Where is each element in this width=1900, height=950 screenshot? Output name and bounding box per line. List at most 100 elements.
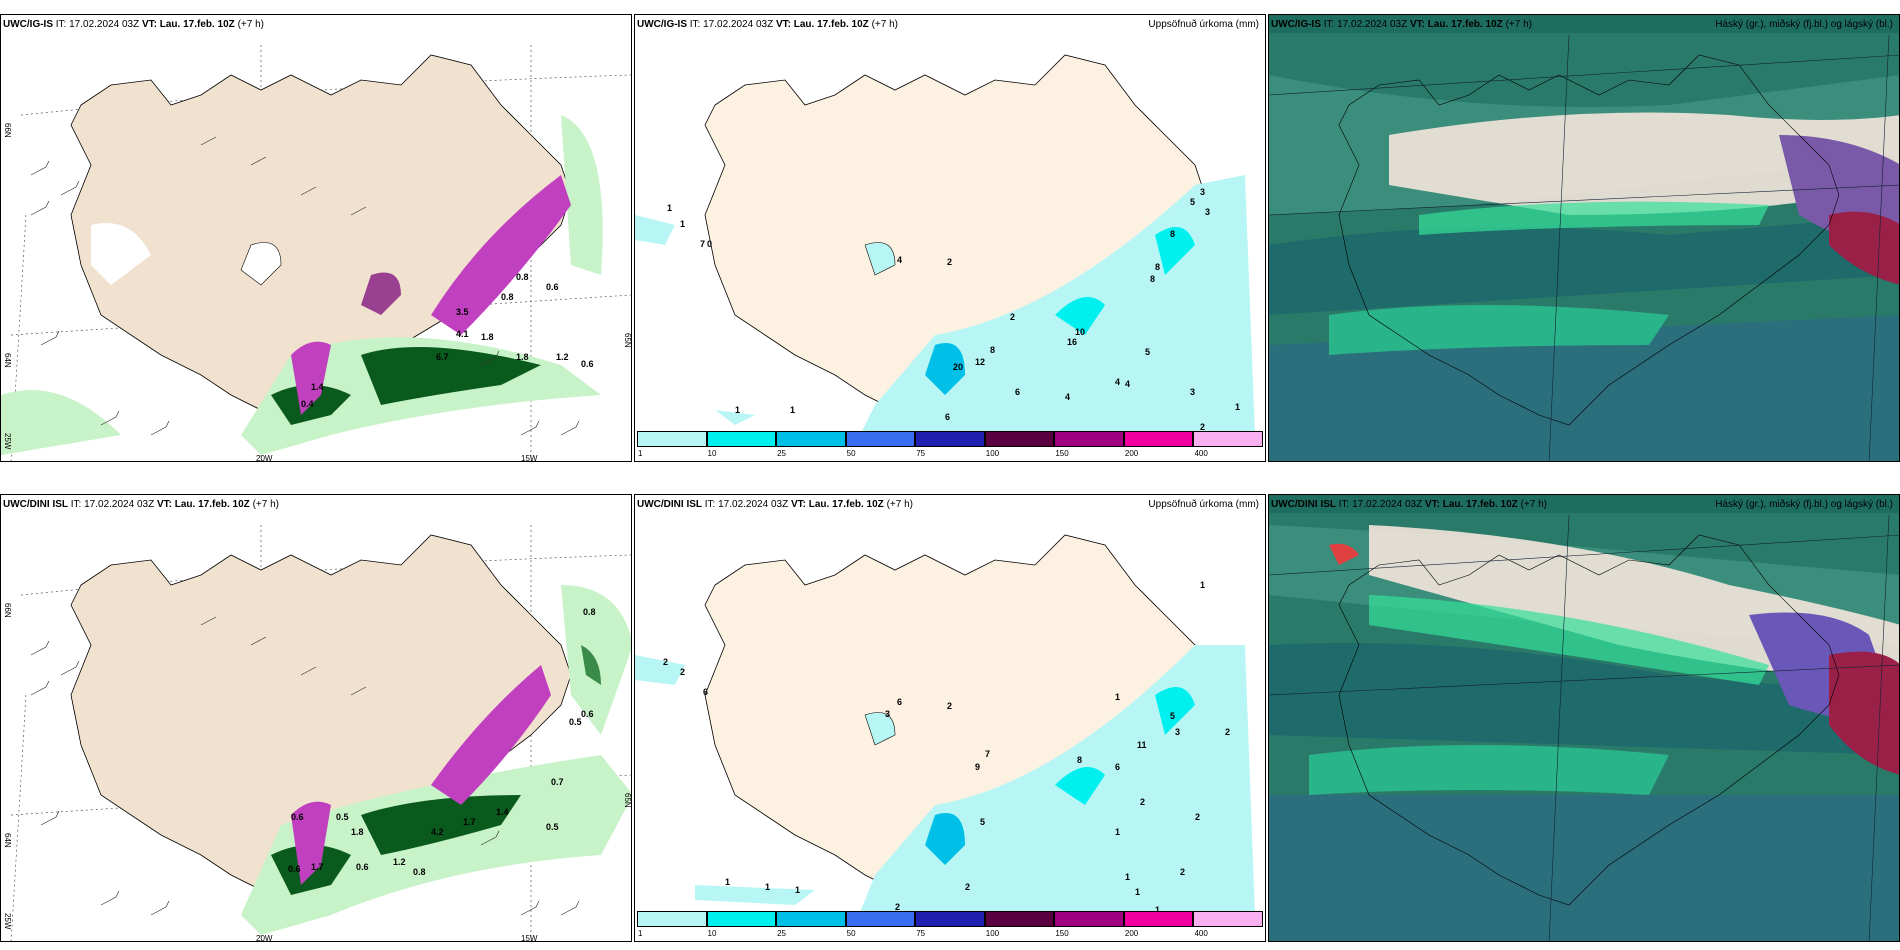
lat-label: 66N bbox=[3, 603, 12, 618]
value-label: 8 bbox=[1170, 229, 1175, 239]
value-label: 1 bbox=[1115, 827, 1120, 837]
precip-value-labels: 2 2 6 3 6 2 1 1 1 7 9 5 2 2 8 6 1 11 5 3… bbox=[663, 580, 1230, 915]
colorbar-tick: 200 bbox=[1124, 449, 1139, 458]
it-value: 17.02.2024 03Z bbox=[69, 19, 140, 30]
value-label: 11 bbox=[1137, 740, 1147, 750]
lon-label: 20W bbox=[256, 454, 273, 462]
value-label: 1 bbox=[667, 203, 672, 213]
model-name: UWC/IG-IS bbox=[3, 19, 53, 30]
colorbar-swatch bbox=[915, 911, 985, 927]
value-label: 1.4 bbox=[496, 807, 509, 817]
value-label: 2 bbox=[1225, 727, 1230, 737]
value-label: 2 bbox=[680, 667, 685, 677]
colorbar-tick: 400 bbox=[1194, 929, 1208, 938]
lead-time: (+7 h) bbox=[252, 499, 279, 510]
panel-header: UWC/DINI ISL IT: 17.02.2024 03Z VT: Lau.… bbox=[1271, 499, 1547, 510]
it-value: 17.02.2024 03Z bbox=[84, 499, 155, 510]
wind-precip-map: 0.8 0.6 0.5 0.7 0.5 1.4 1.7 4.2 0.8 1.2 … bbox=[3, 525, 631, 941]
panel-wind-precip-top: UWC/IG-IS IT: 17.02.2024 03Z VT: Lau. 17… bbox=[0, 14, 632, 462]
value-label: 1.7 bbox=[463, 817, 476, 827]
value-label: 3 bbox=[1190, 387, 1195, 397]
value-label: 5 bbox=[1190, 197, 1195, 207]
value-label: 8 bbox=[1150, 274, 1155, 284]
value-label: 2 bbox=[1200, 422, 1205, 432]
value-label: 2 bbox=[965, 882, 970, 892]
panel-header: UWC/DINI ISL IT: 17.02.2024 03Z VT: Lau.… bbox=[3, 499, 279, 510]
precip-value-labels: 0.8 0.6 0.5 0.7 0.5 1.4 1.7 4.2 0.8 1.2 … bbox=[288, 607, 596, 877]
panel-header: UWC/DINI ISL IT: 17.02.2024 03Z VT: Lau.… bbox=[637, 499, 913, 510]
it-value: 17.02.2024 03Z bbox=[1352, 499, 1423, 510]
model-name: UWC/DINI ISL bbox=[1271, 499, 1336, 510]
value-label: 20 bbox=[953, 362, 963, 372]
precip-value-labels: 0.4 1.4 4.1 1.8 1.8 1.2 0.6 6.7 3.5 0.8 … bbox=[301, 272, 594, 409]
value-label: 1 bbox=[1135, 887, 1140, 897]
colorbar-tick: 50 bbox=[846, 449, 856, 458]
value-label: 0.8 bbox=[501, 292, 514, 302]
value-label: 2 bbox=[1140, 797, 1145, 807]
lat-label: 64N bbox=[3, 833, 12, 848]
colorbar-swatch bbox=[706, 911, 777, 927]
it-value: 17.02.2024 03Z bbox=[718, 499, 789, 510]
value-label: 2 bbox=[895, 902, 900, 912]
vt-value: Lau. 17.feb. 10Z bbox=[174, 499, 250, 510]
value-label: 3 bbox=[1200, 187, 1205, 197]
value-label: 0.8 bbox=[516, 272, 529, 282]
colorbar-swatch bbox=[776, 431, 846, 447]
value-label: 1 bbox=[1115, 692, 1120, 702]
value-label: 1 bbox=[795, 885, 800, 895]
colorbar-swatch bbox=[915, 431, 985, 447]
panel-header: UWC/IG-IS IT: 17.02.2024 03Z VT: Lau. 17… bbox=[1271, 19, 1532, 30]
value-label: 0.6 bbox=[581, 709, 594, 719]
colorbar-tick: 25 bbox=[777, 449, 787, 458]
value-label: 10 bbox=[1075, 327, 1085, 337]
value-label: 5 bbox=[980, 817, 985, 827]
colorbar-tick: 200 bbox=[1124, 929, 1139, 938]
graticule-labels: 66N 64N 25W 20W 15W 65N bbox=[3, 603, 631, 941]
colorbar-tick: 100 bbox=[985, 929, 1000, 938]
panel-header: UWC/IG-IS IT: 17.02.2024 03Z VT: Lau. 17… bbox=[3, 19, 264, 30]
colorbar-swatch bbox=[776, 911, 846, 927]
value-label: 6.7 bbox=[436, 352, 449, 362]
colorbar-swatch bbox=[1054, 431, 1124, 447]
value-label: 0.6 bbox=[356, 862, 369, 872]
model-name: UWC/DINI ISL bbox=[637, 499, 702, 510]
colorbar-tick: 1 bbox=[638, 449, 643, 458]
value-label: 6 bbox=[945, 412, 950, 422]
value-label: 7 bbox=[985, 749, 990, 759]
panel-accum-precip-bottom: UWC/DINI ISL IT: 17.02.2024 03Z VT: Lau.… bbox=[634, 494, 1266, 942]
value-label: 6 bbox=[1015, 387, 1020, 397]
cloud-cover-map bbox=[1269, 33, 1899, 461]
colorbar-tick: 75 bbox=[916, 929, 926, 938]
value-label: 8 bbox=[990, 345, 995, 355]
colorbar-swatch bbox=[984, 911, 1055, 927]
it-label: IT: bbox=[70, 499, 82, 510]
value-label: 1.8 bbox=[481, 332, 494, 342]
panel-clouds-bottom: UWC/DINI ISL IT: 17.02.2024 03Z VT: Lau.… bbox=[1268, 494, 1900, 942]
value-label: 1.8 bbox=[351, 827, 364, 837]
value-label: 1 bbox=[765, 882, 770, 892]
vt-label: VT: bbox=[156, 499, 172, 510]
value-label: 1.4 bbox=[311, 382, 324, 392]
value-label: 4 bbox=[1115, 377, 1120, 387]
it-label: IT: bbox=[1338, 499, 1350, 510]
colorbar-tick: 100 bbox=[985, 449, 1000, 458]
value-label: 0 bbox=[707, 239, 712, 249]
graticule-labels: 66N 64N 25W 20W 15W 65N bbox=[3, 123, 631, 462]
value-label: 4 bbox=[1125, 379, 1130, 389]
value-label: 1 bbox=[725, 877, 730, 887]
value-label: 0.6 bbox=[288, 864, 301, 874]
value-label: 0.6 bbox=[546, 282, 559, 292]
value-label: 1 bbox=[1125, 872, 1130, 882]
map-title: Uppsöfnuð úrkoma (mm) bbox=[1148, 499, 1259, 510]
value-label: 1.2 bbox=[393, 857, 406, 867]
value-label: 2 bbox=[663, 657, 668, 667]
vt-label: VT: bbox=[141, 19, 157, 30]
value-label: 1 bbox=[1155, 905, 1160, 915]
value-label: 1.8 bbox=[516, 352, 529, 362]
colorbar-swatch bbox=[1123, 431, 1194, 447]
value-label: 3 bbox=[885, 709, 890, 719]
colorbar-tick: 1 bbox=[638, 929, 643, 938]
vt-label: VT: bbox=[1424, 499, 1440, 510]
model-name: UWC/IG-IS bbox=[1271, 19, 1321, 30]
map-title: Háský (gr.), miðský (fj.bl.) og lágský (… bbox=[1715, 19, 1893, 30]
